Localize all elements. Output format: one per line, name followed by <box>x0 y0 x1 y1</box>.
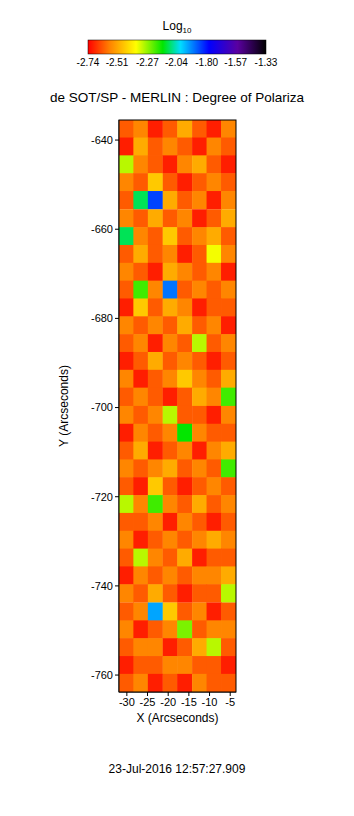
svg-text:-640: -640 <box>91 134 113 146</box>
svg-text:-15: -15 <box>181 696 197 708</box>
svg-text:-10: -10 <box>202 696 218 708</box>
svg-text:de SOT/SP - MERLIN : Degree of: de SOT/SP - MERLIN : Degree of Polariza <box>50 90 305 105</box>
svg-text:23-Jul-2016 12:57:27.909: 23-Jul-2016 12:57:27.909 <box>109 762 246 776</box>
svg-text:-1.33: -1.33 <box>255 57 278 68</box>
svg-text:-20: -20 <box>160 696 176 708</box>
svg-text:-30: -30 <box>119 696 135 708</box>
svg-text:-660: -660 <box>91 223 113 235</box>
svg-text:X (Arcseconds): X (Arcseconds) <box>136 711 218 725</box>
svg-text:-2.27: -2.27 <box>136 57 159 68</box>
svg-text:-720: -720 <box>91 491 113 503</box>
svg-text:-1.57: -1.57 <box>224 57 247 68</box>
svg-text:-5: -5 <box>225 696 235 708</box>
svg-text:-680: -680 <box>91 312 113 324</box>
svg-text:-25: -25 <box>140 696 156 708</box>
svg-text:-2.74: -2.74 <box>77 57 100 68</box>
svg-text:-740: -740 <box>91 580 113 592</box>
svg-text:Log10: Log10 <box>163 19 192 35</box>
svg-text:-700: -700 <box>91 401 113 413</box>
svg-text:-2.51: -2.51 <box>106 57 129 68</box>
svg-text:-1.80: -1.80 <box>195 57 218 68</box>
svg-text:-2.04: -2.04 <box>165 57 188 68</box>
svg-text:Y (Arcseconds): Y (Arcseconds) <box>57 365 71 447</box>
svg-text:-760: -760 <box>91 669 113 681</box>
